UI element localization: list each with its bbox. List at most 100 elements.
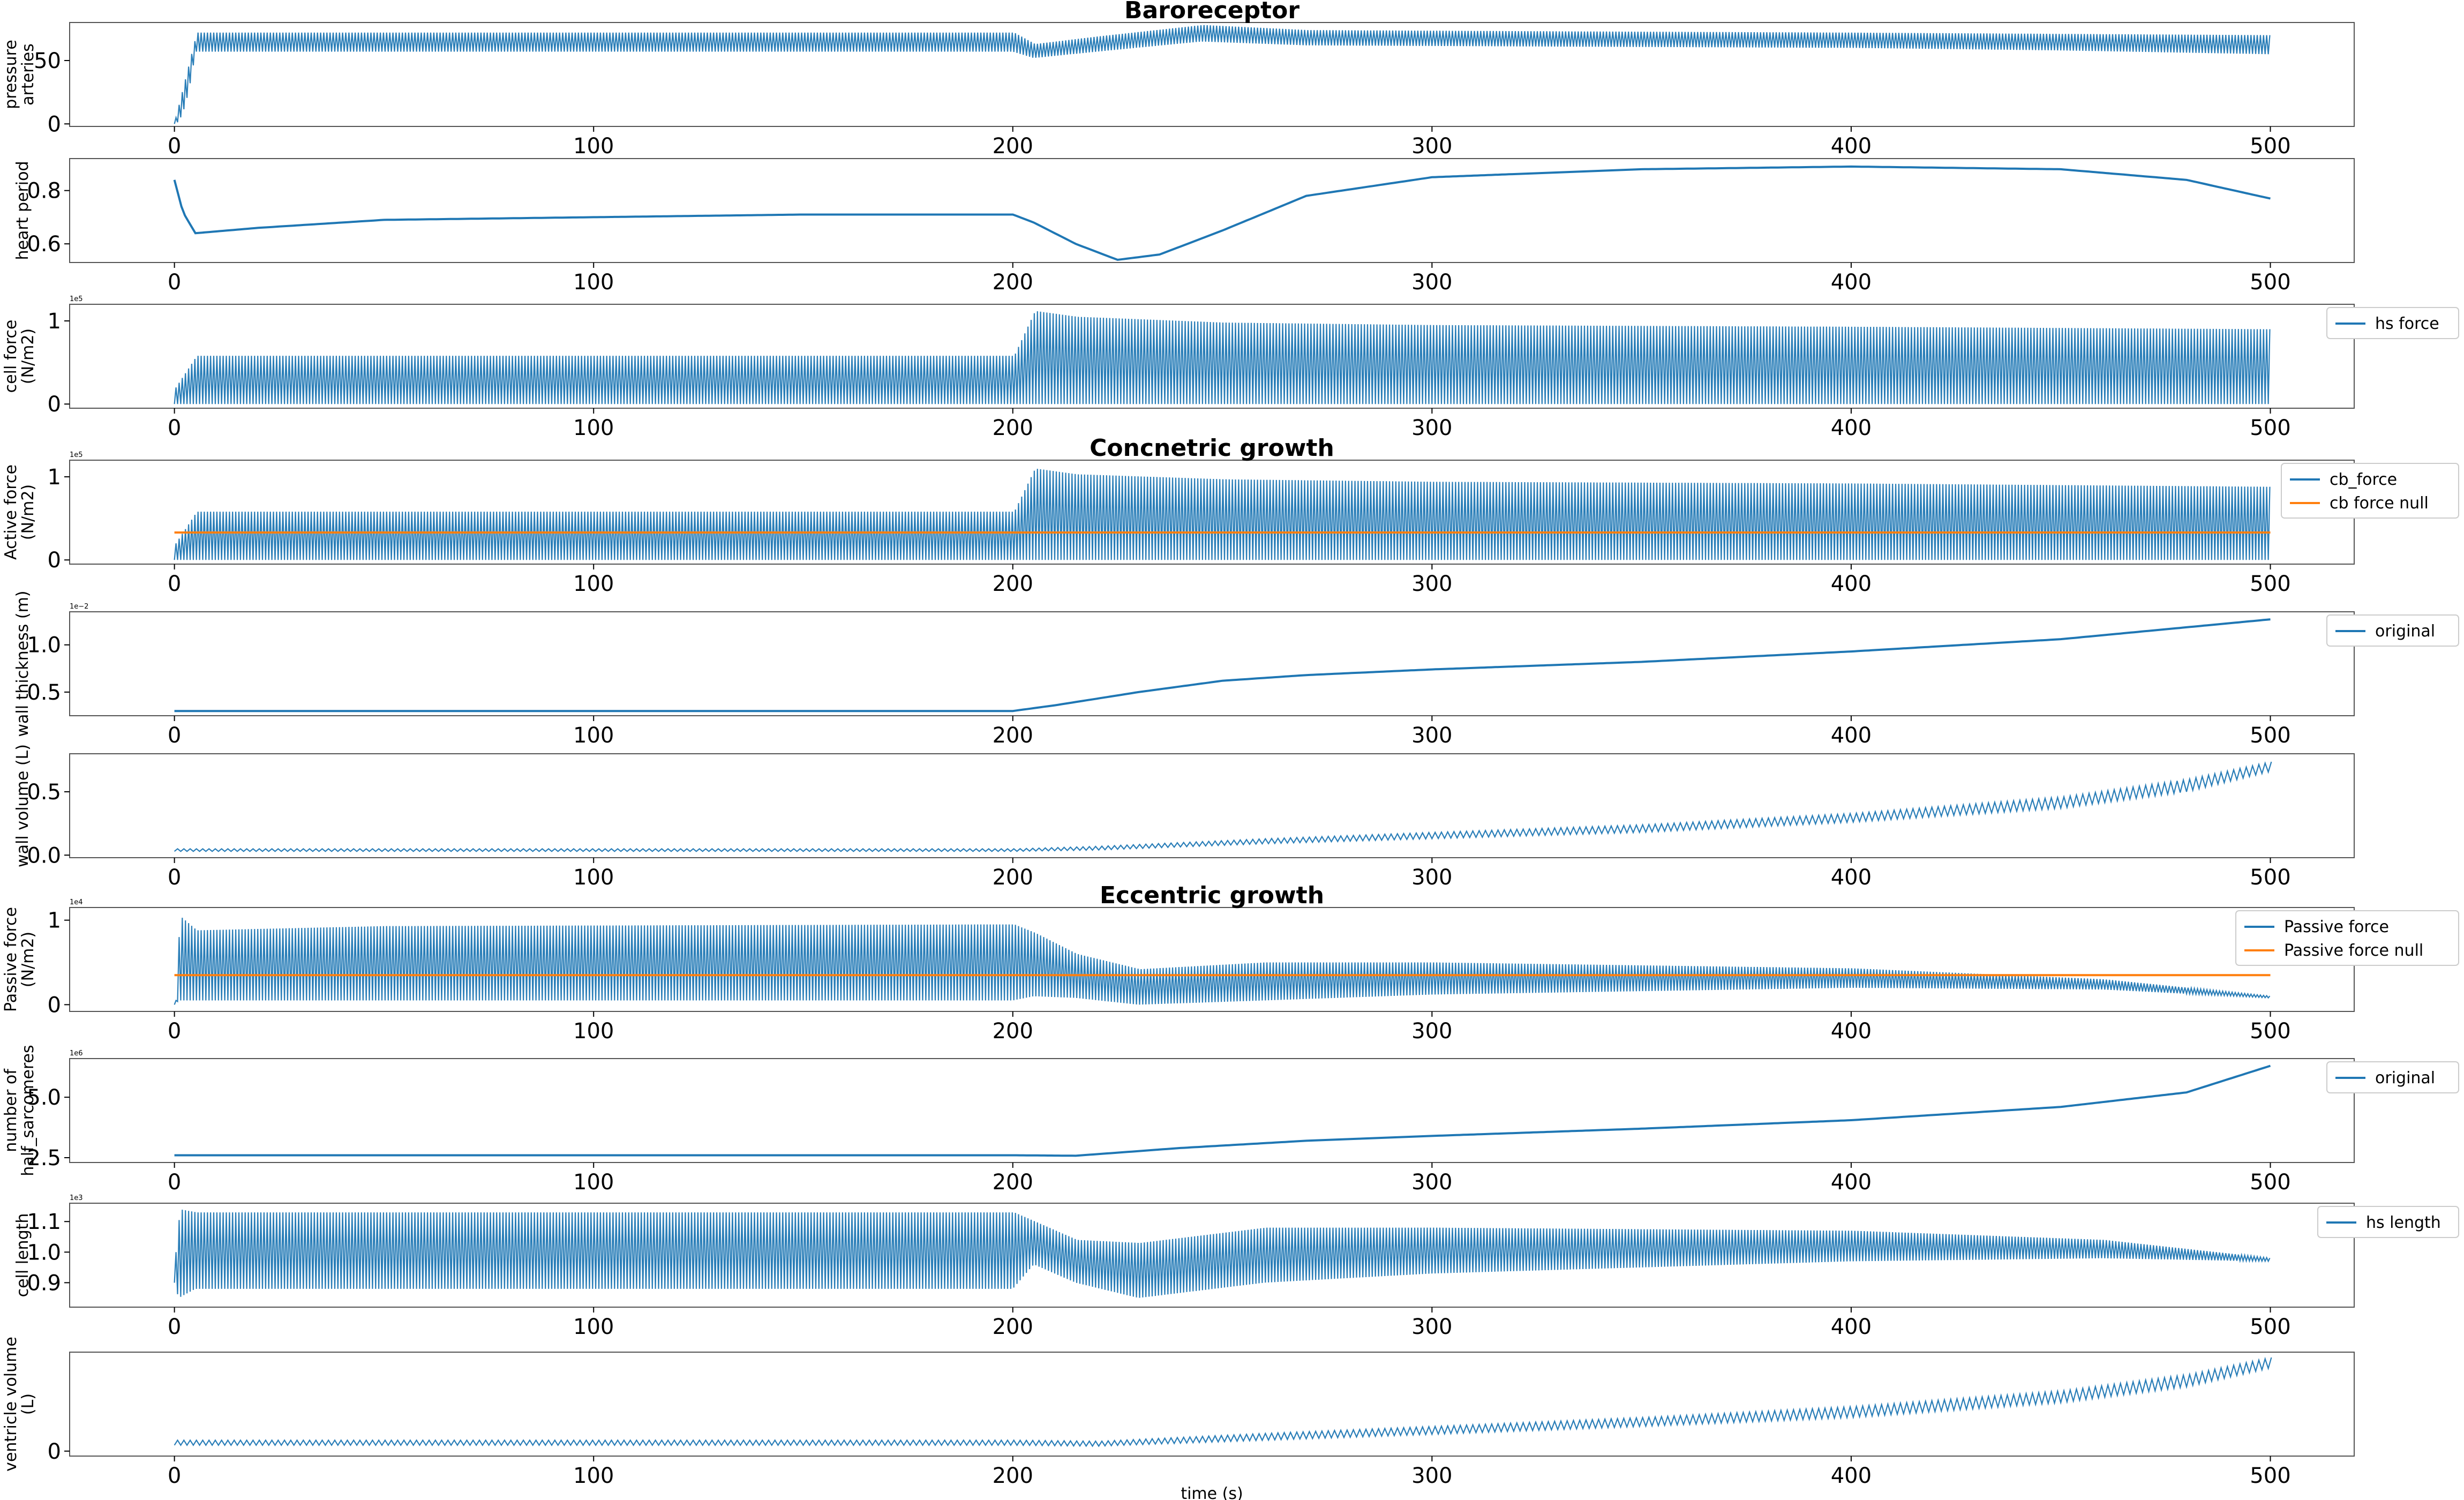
series-pressure-arteries bbox=[174, 25, 2271, 124]
x-tick-label: 400 bbox=[1831, 572, 1872, 596]
x-tick-label: 200 bbox=[993, 416, 1033, 440]
y-axis-label: (N/m2) bbox=[19, 484, 37, 540]
y-axis-label: heart period bbox=[13, 161, 32, 260]
y-tick-label: 0.9 bbox=[27, 1271, 61, 1295]
y-axis-label: pressure bbox=[2, 40, 20, 109]
y-axis-label: (N/m2) bbox=[19, 932, 37, 987]
section-title: Eccentric growth bbox=[1100, 882, 1324, 909]
legend-entry: original bbox=[2375, 622, 2435, 641]
y-axis-label: half_sarcomeres bbox=[19, 1045, 37, 1176]
x-tick-label: 200 bbox=[993, 1315, 1033, 1339]
x-tick-label: 300 bbox=[1411, 1019, 1452, 1044]
y-tick-label: 0.6 bbox=[27, 232, 61, 257]
y-tick-label: 0.0 bbox=[27, 843, 61, 868]
x-tick-label: 100 bbox=[573, 134, 614, 159]
x-tick-label: 200 bbox=[993, 270, 1033, 295]
y-axis-label: (N/m2) bbox=[19, 328, 37, 384]
x-tick-label: 0 bbox=[168, 865, 181, 890]
y-tick-label: 1.1 bbox=[27, 1210, 61, 1234]
y-tick-label: 0 bbox=[48, 993, 61, 1017]
subplot-3: 0 100 200 300 400 500 0 1 1e5 cell force(N/m2) hs … bbox=[2, 295, 2459, 440]
y-axis-label: cell force bbox=[2, 320, 20, 393]
y-tick-label: 1 bbox=[48, 309, 61, 334]
axes-frame bbox=[69, 1352, 2355, 1457]
x-tick-label: 500 bbox=[2250, 1019, 2290, 1044]
y-tick-label: 1 bbox=[48, 465, 61, 490]
x-tick-label: 0 bbox=[168, 1170, 181, 1195]
series-original bbox=[174, 1064, 2271, 1157]
y-tick-label: 5.0 bbox=[27, 1085, 61, 1110]
x-tick-label: 300 bbox=[1411, 723, 1452, 748]
y-axis-label: wall thickness (m) bbox=[13, 590, 32, 737]
x-tick-label: 500 bbox=[2250, 134, 2290, 159]
x-tick-label: 100 bbox=[573, 1315, 614, 1339]
x-tick-label: 100 bbox=[573, 723, 614, 748]
series-wall-volume bbox=[174, 761, 2272, 852]
legend: Passive force Passive force null bbox=[2235, 910, 2459, 966]
axis-exponent: 1e3 bbox=[70, 1194, 83, 1202]
x-tick-label: 100 bbox=[573, 270, 614, 295]
y-tick-label: 1.0 bbox=[27, 633, 61, 658]
x-tick-label: 300 bbox=[1411, 270, 1452, 295]
legend-box bbox=[2317, 1206, 2459, 1238]
axes-frame bbox=[69, 753, 2355, 858]
x-tick-label: 0 bbox=[168, 572, 181, 596]
y-axis-label: wall volume (L) bbox=[13, 744, 32, 867]
series-passive-force bbox=[174, 918, 2271, 1005]
x-tick-label: 200 bbox=[993, 723, 1033, 748]
axes-frame bbox=[69, 22, 2355, 127]
legend: original bbox=[2326, 1061, 2459, 1093]
subplot-4: 0 100 200 300 400 500 0 1 1e5 Active force(N/m2) C… bbox=[2, 434, 2459, 596]
subplot-9: 0 100 200 300 400 500 0.9 1.0 1.1 1e3 cell length h… bbox=[13, 1194, 2459, 1339]
x-tick-label: 300 bbox=[1411, 416, 1452, 440]
x-tick-label: 400 bbox=[1831, 723, 1872, 748]
x-tick-label: 400 bbox=[1831, 134, 1872, 159]
axes-frame bbox=[69, 304, 2355, 409]
y-tick-label: 0 bbox=[48, 392, 61, 417]
x-tick-label: 200 bbox=[993, 865, 1033, 890]
y-axis-label: Passive force bbox=[2, 907, 20, 1012]
x-tick-label: 100 bbox=[573, 1170, 614, 1195]
plot-area bbox=[174, 618, 2271, 712]
legend-entry: Passive force null bbox=[2284, 941, 2423, 960]
x-tick-label: 0 bbox=[168, 1315, 181, 1339]
x-tick-label: 300 bbox=[1411, 865, 1452, 890]
x-tick-label: 200 bbox=[993, 1019, 1033, 1044]
series-cb-force bbox=[174, 469, 2271, 560]
legend-entry: hs length bbox=[2366, 1213, 2441, 1232]
x-tick-label: 500 bbox=[2250, 1170, 2290, 1195]
x-tick-label: 400 bbox=[1831, 1315, 1872, 1339]
y-axis-label: cell length bbox=[13, 1213, 32, 1298]
y-axis-label: Active force bbox=[2, 464, 20, 560]
subplot-5: 0 100 200 300 400 500 0.5 1.0 1e−2 wall thickness… bbox=[13, 590, 2459, 748]
axes-frame bbox=[69, 1203, 2355, 1308]
y-tick-label: 0 bbox=[48, 1439, 61, 1464]
x-axis-label: time (s) bbox=[1181, 1484, 1243, 1500]
x-tick-label: 400 bbox=[1831, 1170, 1872, 1195]
legend-entry: cb force null bbox=[2330, 494, 2429, 513]
x-tick-label: 300 bbox=[1411, 1315, 1452, 1339]
y-tick-label: 2.5 bbox=[27, 1146, 61, 1171]
x-tick-label: 500 bbox=[2250, 865, 2290, 890]
axis-exponent: 1e5 bbox=[70, 295, 83, 303]
axis-exponent: 1e4 bbox=[70, 898, 83, 906]
plot-area bbox=[173, 165, 2271, 261]
plot-area bbox=[174, 1210, 2271, 1298]
y-tick-label: 0 bbox=[48, 112, 61, 137]
series-hs-length bbox=[174, 1210, 2271, 1298]
y-tick-label: 0 bbox=[48, 548, 61, 573]
y-tick-label: 50 bbox=[34, 49, 61, 73]
y-axis-label: (L) bbox=[19, 1393, 37, 1415]
plot-area bbox=[174, 469, 2271, 560]
series-heart-period bbox=[173, 165, 2271, 261]
series-hs-force bbox=[174, 311, 2271, 404]
x-tick-label: 500 bbox=[2250, 270, 2290, 295]
x-tick-label: 0 bbox=[168, 723, 181, 748]
y-axis-label: number of bbox=[2, 1068, 20, 1152]
x-tick-label: 200 bbox=[993, 1464, 1033, 1488]
legend: hs force bbox=[2326, 307, 2459, 339]
y-tick-label: 1 bbox=[48, 909, 61, 933]
plot-area bbox=[174, 1064, 2271, 1157]
